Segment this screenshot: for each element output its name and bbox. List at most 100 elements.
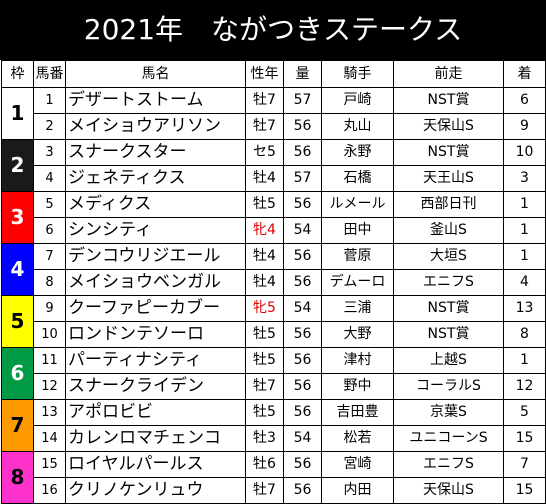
jockey-cell: 松若 [321,425,394,452]
header-sex-age: 性年 [245,60,284,88]
jockey-cell: 石橋 [321,165,394,192]
weight-cell: 56 [283,269,322,296]
horse-name-cell: ロイヤルパールス [65,451,246,478]
waku-cell: 8 [1,451,34,504]
umaban-cell: 2 [33,113,66,140]
table-row: 4 7 デンコウリジエール 牡4 56 菅原 大垣S 1 [1,243,546,296]
previous-race-cell: ユニコーンS [393,425,504,452]
finish-cell: 1 [503,243,546,270]
weight-cell: 54 [283,217,322,244]
jockey-cell: 菅原 [321,243,394,270]
previous-race-cell: 京葉S [393,399,504,426]
table-row: 5 9 クーファピーカブー 牝5 54 三浦 NST賞 13 [1,295,546,348]
sex-age-cell: 牡5 [245,347,284,374]
table-row: 7 13 アポロビビ 牡5 56 吉田豊 京葉S 5 [1,399,546,452]
sex-age-cell: 牡3 [245,425,284,452]
horse-name-cell: メディクス [65,191,246,218]
umaban-cell: 16 [33,477,66,504]
previous-race-cell: NST賞 [393,87,504,114]
weight-cell: 56 [283,399,322,426]
jockey-cell: 三浦 [321,295,394,322]
header-jockey: 騎手 [321,60,394,88]
header-weight: 量 [283,60,322,88]
umaban-cell: 4 [33,165,66,192]
finish-cell: 12 [503,373,546,400]
jockey-cell: 野中 [321,373,394,400]
sex-age-cell: 牡7 [245,373,284,400]
horse-name-cell: デザートストーム [65,87,246,114]
sex-age-cell: 牡4 [245,269,284,296]
jockey-cell: 丸山 [321,113,394,140]
previous-race-cell: NST賞 [393,139,504,166]
umaban-cell: 6 [33,217,66,244]
table-row: 2 3 スナークスター セ5 56 永野 NST賞 10 [1,139,546,192]
weight-cell: 56 [283,347,322,374]
sex-age-cell: 牡5 [245,399,284,426]
horse-name-cell: スナークスター [65,139,246,166]
sex-age-cell: 牡4 [245,243,284,270]
jockey-cell: 戸崎 [321,87,394,114]
waku-cell: 3 [1,191,34,244]
jockey-cell: ルメール [321,191,394,218]
waku-cell: 2 [1,139,34,192]
horse-name-cell: シンシティ [65,217,246,244]
header-waku: 枠 [1,60,34,88]
horse-name-cell: ジェネティクス [65,165,246,192]
umaban-cell: 5 [33,191,66,218]
table-row: 6 11 パーティナシティ 牡5 56 津村 上越S 1 [1,347,546,400]
umaban-cell: 7 [33,243,66,270]
finish-cell: 8 [503,321,546,348]
weight-cell: 54 [283,425,322,452]
sex-age-cell: 牡4 [245,165,284,192]
jockey-cell: 内田 [321,477,394,504]
table-row: 16 クリノケンリュウ 牡7 56 内田 天保山S 15 [2,477,546,504]
previous-race-cell: NST賞 [393,321,504,348]
horse-name-cell: メイショウベンガル [65,269,246,296]
waku-cell: 6 [1,347,34,400]
previous-race-cell: コーラルS [393,373,504,400]
previous-race-cell: 天王山S [393,165,504,192]
previous-race-cell: エニフS [393,451,504,478]
page-title: 2021年 ながつきステークス [0,0,546,60]
header-horse-name: 馬名 [65,60,246,88]
finish-cell: 6 [503,87,546,114]
finish-cell: 7 [503,451,546,478]
umaban-cell: 8 [33,269,66,296]
finish-cell: 10 [503,139,546,166]
horse-name-cell: パーティナシティ [65,347,246,374]
horse-name-cell: クーファピーカブー [65,295,246,322]
horse-name-cell: スナークライデン [65,373,246,400]
previous-race-cell: NST賞 [393,295,504,322]
previous-race-cell: 大垣S [393,243,504,270]
table-row: 2 メイショウアリソン 牡7 56 丸山 天保山S 9 [2,113,546,140]
finish-cell: 4 [503,269,546,296]
finish-cell: 15 [503,425,546,452]
finish-cell: 3 [503,165,546,192]
umaban-cell: 15 [33,451,66,478]
jockey-cell: 田中 [321,217,394,244]
weight-cell: 56 [283,451,322,478]
horse-name-cell: ロンドンテソーロ [65,321,246,348]
finish-cell: 9 [503,113,546,140]
weight-cell: 54 [283,295,322,322]
horse-name-cell: カレンロマチェンコ [65,425,246,452]
previous-race-cell: 上越S [393,347,504,374]
table-row: 14 カレンロマチェンコ 牡3 54 松若 ユニコーンS 15 [2,425,546,452]
sex-age-cell: セ5 [245,139,284,166]
table-row: 8 メイショウベンガル 牡4 56 デムーロ エニフS 4 [2,269,546,296]
sex-age-cell: 牝5 [245,295,284,322]
umaban-cell: 3 [33,139,66,166]
previous-race-cell: 西部日刊 [393,191,504,218]
table-row: 8 15 ロイヤルパールス 牡6 56 宮崎 エニフS 7 [1,451,546,504]
umaban-cell: 10 [33,321,66,348]
header-finish: 着 [503,60,546,88]
umaban-cell: 9 [33,295,66,322]
sex-age-cell: 牡6 [245,451,284,478]
sex-age-cell: 牡5 [245,321,284,348]
weight-cell: 56 [283,139,322,166]
jockey-cell: 吉田豊 [321,399,394,426]
umaban-cell: 12 [33,373,66,400]
finish-cell: 15 [503,477,546,504]
sex-age-cell: 牝4 [245,217,284,244]
previous-race-cell: エニフS [393,269,504,296]
